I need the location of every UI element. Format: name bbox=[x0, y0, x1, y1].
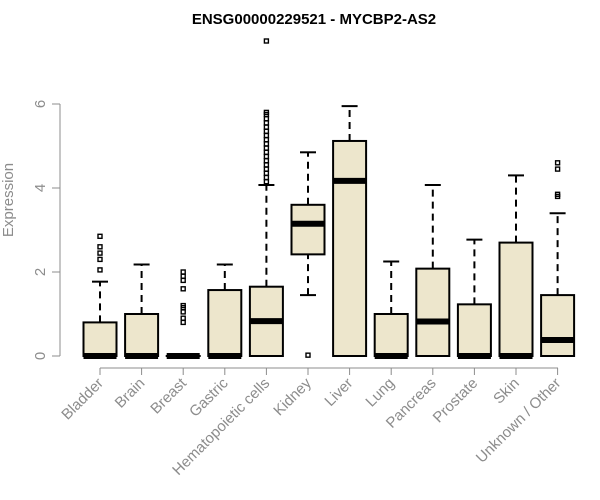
box-iqr bbox=[415, 267, 451, 358]
outlier-point bbox=[263, 109, 270, 116]
outlier-point bbox=[263, 153, 270, 160]
box-iqr bbox=[456, 303, 492, 357]
outlier-point bbox=[263, 136, 270, 143]
x-tick-label: Lung bbox=[362, 375, 398, 411]
box-prostate bbox=[456, 238, 492, 359]
box-iqr bbox=[373, 313, 409, 357]
outlier-point bbox=[97, 256, 103, 263]
outlier-point bbox=[263, 166, 270, 172]
box-pancreas bbox=[415, 184, 451, 358]
outlier-point bbox=[554, 166, 561, 172]
outlier-point bbox=[97, 267, 103, 273]
outlier-point bbox=[97, 233, 103, 240]
y-tick-label: 0 bbox=[32, 352, 49, 360]
x-tick-label: Kidney bbox=[270, 374, 315, 419]
outlier-point bbox=[180, 319, 186, 326]
outlier-point bbox=[263, 38, 270, 44]
outlier-point bbox=[263, 174, 270, 181]
x-tick-label: Prostate bbox=[430, 375, 482, 427]
outlier-point bbox=[180, 269, 186, 275]
outlier-point bbox=[554, 191, 561, 198]
x-tick-label: Breast bbox=[147, 374, 190, 417]
y-axis-label: Expression bbox=[0, 163, 17, 237]
box-iqr bbox=[332, 139, 368, 357]
outlier-point bbox=[263, 157, 270, 164]
outlier-point bbox=[97, 250, 103, 256]
outlier-point bbox=[263, 132, 270, 139]
box-unknown-other bbox=[540, 160, 576, 358]
box-liver bbox=[332, 105, 368, 357]
box-iqr bbox=[82, 321, 118, 357]
box-breast bbox=[165, 269, 201, 359]
box-kidney bbox=[290, 151, 326, 358]
box-gastric bbox=[207, 263, 243, 359]
chart-title: ENSG00000229521 - MYCBP2-AS2 bbox=[192, 11, 436, 28]
x-tick-label: Liver bbox=[321, 375, 356, 410]
y-tick-label: 4 bbox=[32, 184, 49, 192]
box-iqr bbox=[207, 289, 243, 357]
box-iqr bbox=[124, 313, 160, 357]
outlier-point bbox=[263, 170, 270, 177]
box-skin bbox=[498, 174, 534, 359]
outlier-point bbox=[263, 128, 270, 135]
outlier-point bbox=[263, 141, 270, 147]
box-lung bbox=[373, 260, 409, 359]
outlier-point bbox=[554, 160, 561, 166]
box-iqr bbox=[540, 294, 576, 358]
outlier-point bbox=[97, 244, 103, 250]
box-iqr bbox=[498, 241, 534, 358]
box-series bbox=[82, 38, 576, 359]
outlier-point bbox=[263, 145, 270, 151]
outlier-point bbox=[180, 315, 186, 321]
outlier-point bbox=[180, 302, 186, 309]
y-tick-label: 6 bbox=[32, 100, 49, 108]
outlier-point bbox=[263, 124, 270, 130]
outlier-point bbox=[263, 115, 270, 122]
x-tick-label: Brain bbox=[112, 375, 149, 412]
outlier-point bbox=[263, 149, 270, 156]
box-iqr bbox=[290, 203, 326, 256]
outlier-point bbox=[263, 178, 270, 185]
x-tick-label: Bladder bbox=[58, 375, 107, 424]
outlier-point bbox=[180, 309, 186, 315]
outlier-point bbox=[180, 286, 186, 292]
x-tick-label: Skin bbox=[490, 375, 523, 408]
box-bladder bbox=[82, 233, 118, 359]
outlier-point bbox=[305, 352, 311, 358]
outlier-point bbox=[263, 120, 270, 126]
outlier-point bbox=[180, 277, 186, 284]
y-axis-ticks: 0 2 4 6 bbox=[32, 100, 60, 360]
y-tick-label: 2 bbox=[32, 268, 49, 276]
outlier-point bbox=[263, 162, 270, 168]
box-hematopoietic-cells bbox=[248, 38, 284, 358]
box-brain bbox=[124, 263, 160, 359]
outlier-point bbox=[180, 273, 186, 279]
